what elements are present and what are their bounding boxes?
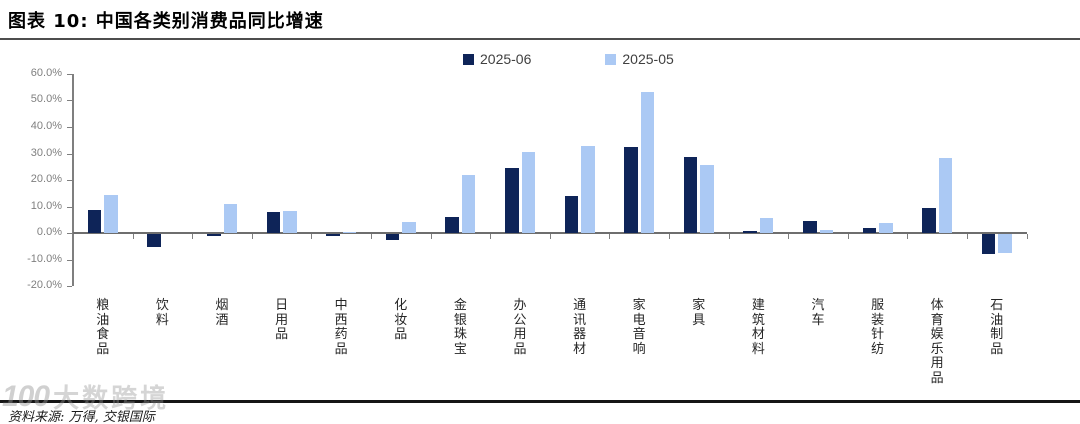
- x-axis-tick-mark: [73, 234, 74, 240]
- y-axis-tick-mark: [67, 153, 72, 155]
- bar-2025-05-服装针纺: [879, 222, 893, 234]
- x-axis-tick-mark: [728, 234, 730, 240]
- x-axis-category-label: 通 讯 器 材: [573, 298, 587, 357]
- y-axis-tick-label: 40.0%: [30, 120, 62, 133]
- x-axis-tick-mark: [788, 234, 790, 240]
- x-axis-line: [73, 232, 1027, 235]
- bar-2025-06-办公用品: [505, 168, 519, 234]
- x-axis-tick-mark: [549, 234, 551, 240]
- x-axis-tick-mark: [371, 234, 372, 240]
- x-axis-category-label: 体 育 娱 乐 用 品: [930, 298, 944, 386]
- bar-2025-05-体育娱乐用品: [938, 158, 953, 234]
- legend-swatch-dark: [463, 53, 474, 65]
- x-axis-category-label: 化 妆 品: [394, 298, 408, 342]
- legend-item-2025-06: 2025-06: [463, 51, 531, 67]
- y-axis-tick-mark: [67, 286, 72, 288]
- x-axis-category-label: 办 公 用 品: [513, 298, 527, 357]
- y-axis-line: [72, 73, 74, 287]
- y-axis-tick-mark: [67, 180, 72, 182]
- x-axis-tick-mark: [609, 234, 611, 240]
- x-axis-tick-mark: [669, 234, 670, 240]
- bar-2025-05-化妆品: [402, 222, 416, 234]
- bar-2025-06-中西药品: [326, 234, 340, 237]
- bar-2025-05-家具: [700, 165, 714, 234]
- bar-2025-05-日用品: [283, 210, 297, 234]
- x-axis-category-label: 粮 油 食 品: [96, 298, 110, 357]
- x-axis-tick-mark: [430, 234, 432, 240]
- legend-swatch-light: [605, 53, 617, 65]
- bar-2025-06-化妆品: [385, 234, 400, 241]
- x-axis-tick-mark: [967, 234, 968, 240]
- y-axis-tick-label: -10.0%: [27, 252, 62, 265]
- x-axis-tick-mark: [1026, 234, 1028, 240]
- x-axis-category-label: 石 油 制 品: [990, 298, 1004, 357]
- x-axis-tick-mark: [132, 234, 134, 240]
- x-axis-tick-mark: [847, 234, 849, 240]
- x-axis-category-label: 汽 车: [811, 298, 825, 328]
- x-axis-tick-mark: [907, 234, 909, 240]
- bar-2025-06-日用品: [266, 212, 281, 234]
- y-axis-tick-mark: [67, 100, 72, 102]
- x-axis-category-label: 饮 料: [155, 298, 169, 328]
- x-axis-category-label: 烟 酒: [215, 298, 229, 328]
- y-axis-tick-label: 10.0%: [30, 199, 62, 212]
- x-axis-tick-mark: [251, 234, 253, 240]
- y-axis-tick-label: -20.0%: [27, 279, 62, 292]
- bar-2025-05-办公用品: [521, 152, 535, 234]
- bar-2025-06-石油制品: [981, 234, 996, 255]
- chart-title: 图表 10: 中国各类别消费品同比增速: [8, 11, 324, 32]
- source-note: 资料来源: 万得, 交银国际: [8, 410, 155, 424]
- bar-2025-05-烟酒: [223, 203, 237, 234]
- bar-2025-06-金银珠宝: [445, 217, 459, 234]
- x-axis-tick-mark: [192, 234, 194, 240]
- legend-label: 2025-06: [480, 51, 532, 67]
- bar-2025-06-建筑材料: [743, 230, 757, 234]
- x-axis-category-label: 中 西 药 品: [334, 298, 348, 357]
- legend-label: 2025-05: [622, 51, 674, 67]
- footer-divider-line: [0, 400, 1080, 403]
- bar-2025-06-服装针纺: [862, 228, 877, 234]
- bar-2025-06-家电音响: [624, 147, 638, 234]
- bar-2025-06-汽车: [803, 221, 817, 234]
- y-axis-tick-label: 50.0%: [30, 93, 62, 106]
- x-axis-category-label: 建 筑 材 料: [751, 298, 765, 357]
- x-axis-category-label: 家 电 音 响: [632, 298, 646, 357]
- bar-2025-06-体育娱乐用品: [922, 208, 936, 234]
- bar-2025-06-粮油食品: [87, 210, 102, 234]
- y-axis-tick-mark: [67, 259, 72, 261]
- bar-2025-05-家电音响: [640, 92, 655, 234]
- x-axis-category-label: 日 用 品: [275, 298, 289, 342]
- x-axis-tick-mark: [311, 234, 313, 240]
- title-divider-line: [0, 38, 1080, 40]
- chart-legend: 2025-06 2025-05: [463, 51, 674, 67]
- bar-2025-05-通讯器材: [581, 145, 595, 234]
- y-axis-tick-label: 30.0%: [30, 146, 62, 159]
- bar-2025-06-通讯器材: [564, 196, 579, 234]
- bar-2025-06-饮料: [147, 234, 161, 247]
- x-axis-category-label: 家 具: [692, 298, 706, 328]
- y-axis-tick-label: 20.0%: [30, 173, 62, 186]
- y-axis-tick-label: 60.0%: [30, 66, 62, 79]
- bar-2025-05-中西药品: [342, 232, 357, 234]
- y-axis-tick-mark: [67, 233, 72, 235]
- y-axis-tick-mark: [67, 206, 72, 208]
- y-axis-tick-mark: [67, 73, 72, 75]
- bar-2025-06-家具: [683, 157, 698, 234]
- bar-2025-06-烟酒: [207, 234, 221, 237]
- y-axis-tick-mark: [67, 127, 72, 129]
- bar-2025-05-金银珠宝: [461, 175, 476, 234]
- legend-item-2025-05: 2025-05: [605, 51, 674, 67]
- x-axis-tick-mark: [490, 234, 492, 240]
- bar-2025-05-汽车: [819, 230, 833, 234]
- bar-2025-05-粮油食品: [104, 194, 118, 234]
- x-axis-category-label: 金 银 珠 宝: [453, 298, 467, 357]
- y-axis-tick-label: 0.0%: [36, 226, 62, 239]
- bar-2025-05-建筑材料: [759, 217, 774, 234]
- bar-2025-05-石油制品: [998, 234, 1012, 253]
- x-axis-category-label: 服 装 针 纺: [871, 298, 885, 357]
